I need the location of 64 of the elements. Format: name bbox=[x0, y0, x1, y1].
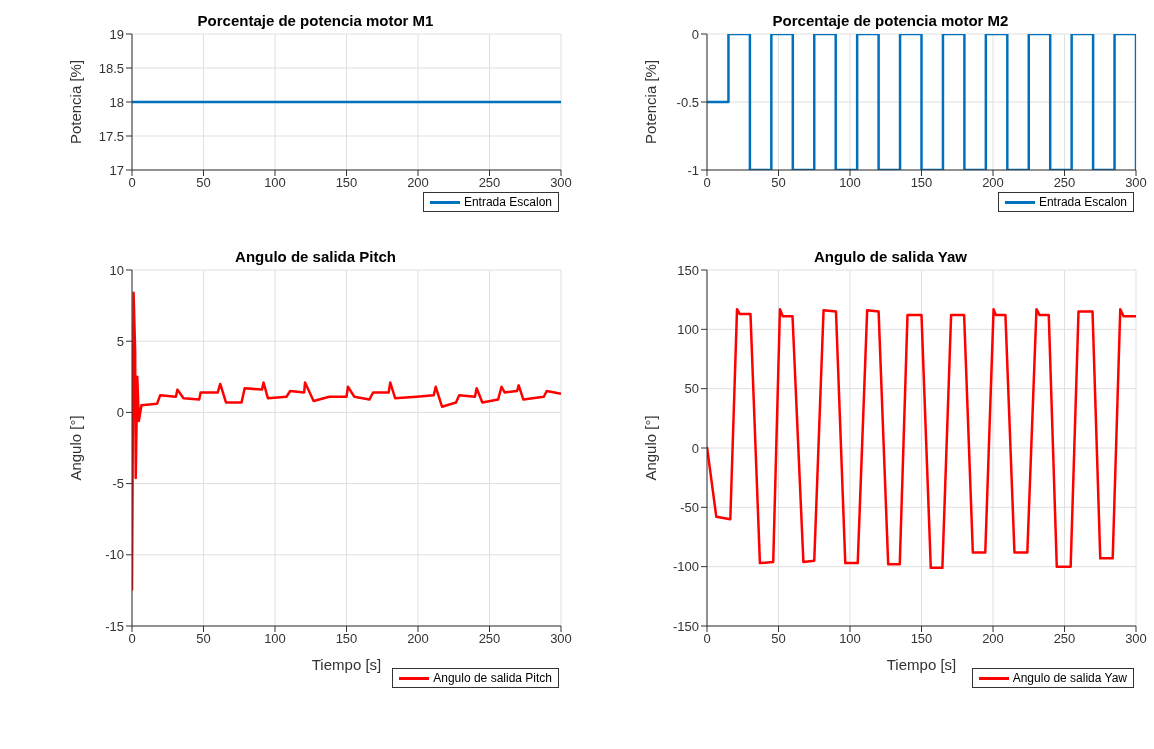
x-tick-label: 200 bbox=[982, 175, 1004, 191]
y-tick-label: 18 bbox=[109, 94, 124, 110]
line-series bbox=[707, 307, 1136, 570]
y-tick-label: 19 bbox=[109, 26, 124, 42]
x-tick-label: 150 bbox=[910, 175, 933, 191]
y-tick-label: 0 bbox=[116, 405, 124, 421]
x-tick-label: 200 bbox=[982, 631, 1004, 647]
x-tick-label: 200 bbox=[407, 631, 429, 647]
chart-title: Porcentaje de potencia motor M1 bbox=[197, 12, 434, 29]
x-tick-label: 50 bbox=[771, 175, 786, 191]
x-tick-label: 300 bbox=[550, 175, 572, 191]
x-tick-label: 250 bbox=[478, 175, 501, 191]
x-tick-label: 150 bbox=[335, 631, 358, 647]
y-tick-label: 18.5 bbox=[98, 60, 124, 76]
x-tick-label: 150 bbox=[335, 175, 358, 191]
y-axis-title: Angulo [°] bbox=[67, 415, 85, 481]
y-axis-title: Angulo [°] bbox=[642, 415, 660, 481]
y-tick-label: 10 bbox=[109, 262, 124, 278]
y-tick-label: 0 bbox=[691, 440, 699, 456]
y-tick-label: -100 bbox=[672, 559, 699, 575]
y-tick-label: -15 bbox=[105, 618, 124, 634]
x-tick-label: 50 bbox=[196, 631, 211, 647]
x-tick-label: 50 bbox=[196, 175, 211, 191]
legend-label: Angulo de salida Yaw bbox=[1011, 671, 1127, 685]
x-tick-label: 100 bbox=[839, 175, 861, 191]
legend-label: Entrada Escalon bbox=[1037, 195, 1127, 209]
chart-title: Porcentaje de potencia motor M2 bbox=[772, 12, 1009, 29]
y-tick-label: 50 bbox=[684, 381, 699, 397]
y-tick-label: -10 bbox=[105, 547, 124, 563]
x-tick-label: 150 bbox=[910, 631, 933, 647]
y-axis-title: Potencia [%] bbox=[642, 59, 660, 145]
x-tick-label: 50 bbox=[771, 631, 786, 647]
x-tick-label: 0 bbox=[703, 175, 711, 191]
y-tick-label: 0 bbox=[691, 26, 699, 42]
y-tick-label: 100 bbox=[677, 321, 699, 337]
x-tick-label: 0 bbox=[128, 631, 136, 647]
y-tick-label: -5 bbox=[112, 476, 124, 492]
x-tick-label: 0 bbox=[128, 175, 136, 191]
y-tick-label: 17 bbox=[109, 162, 124, 178]
x-tick-label: 100 bbox=[839, 631, 861, 647]
y-tick-label: 17.5 bbox=[98, 128, 124, 144]
x-tick-label: 250 bbox=[1053, 631, 1076, 647]
x-tick-label: 300 bbox=[1125, 631, 1147, 647]
x-axis-title: Tiempo [s] bbox=[886, 656, 957, 673]
y-tick-label: -1 bbox=[687, 162, 699, 178]
y-tick-label: -50 bbox=[680, 499, 699, 515]
x-tick-label: 300 bbox=[550, 631, 572, 647]
chart-title: Angulo de salida Pitch bbox=[235, 248, 396, 265]
y-tick-label: -0.5 bbox=[676, 94, 699, 110]
x-tick-label: 300 bbox=[1125, 175, 1147, 191]
chart-title: Angulo de salida Yaw bbox=[813, 248, 968, 265]
x-tick-label: 0 bbox=[703, 631, 711, 647]
x-tick-label: 100 bbox=[264, 631, 286, 647]
y-axis-title: Potencia [%] bbox=[67, 59, 85, 145]
legend-label: Angulo de salida Pitch bbox=[432, 671, 552, 685]
x-axis-title: Tiempo [s] bbox=[311, 656, 382, 673]
legend-label: Entrada Escalon bbox=[462, 195, 552, 209]
y-tick-label: 5 bbox=[116, 333, 124, 349]
x-tick-label: 250 bbox=[1053, 175, 1076, 191]
y-tick-label: -150 bbox=[672, 618, 699, 634]
x-tick-label: 200 bbox=[407, 175, 429, 191]
y-tick-label: 150 bbox=[677, 262, 699, 278]
x-tick-label: 100 bbox=[264, 175, 286, 191]
x-tick-label: 250 bbox=[478, 631, 501, 647]
